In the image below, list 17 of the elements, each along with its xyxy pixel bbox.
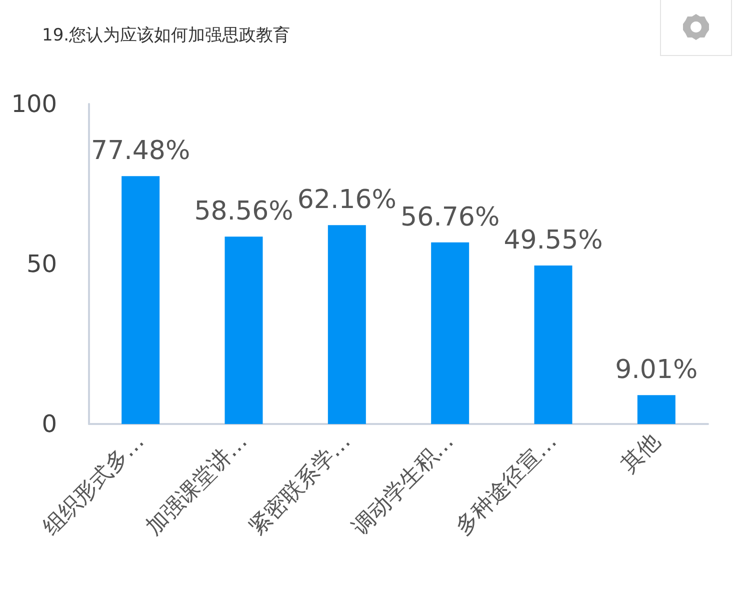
bar xyxy=(328,225,366,424)
bar xyxy=(637,395,676,424)
x-tick-label: 其他 xyxy=(616,429,666,478)
chart-title: 19.您认为应该如何加强思政教育 xyxy=(42,26,290,46)
bar xyxy=(534,265,572,424)
data-label: 62.16% xyxy=(297,185,396,216)
data-label: 56.76% xyxy=(400,202,500,232)
data-label: 49.55% xyxy=(504,225,603,256)
y-tick-label: 50 xyxy=(26,250,57,278)
bar xyxy=(431,242,470,424)
y-tick-label: 100 xyxy=(11,90,57,118)
bar xyxy=(122,176,160,424)
y-tick-label: 0 xyxy=(42,410,57,438)
data-label: 77.48% xyxy=(91,136,190,166)
bar xyxy=(224,236,263,424)
data-label: 58.56% xyxy=(194,196,294,227)
data-label: 9.01% xyxy=(615,355,698,386)
